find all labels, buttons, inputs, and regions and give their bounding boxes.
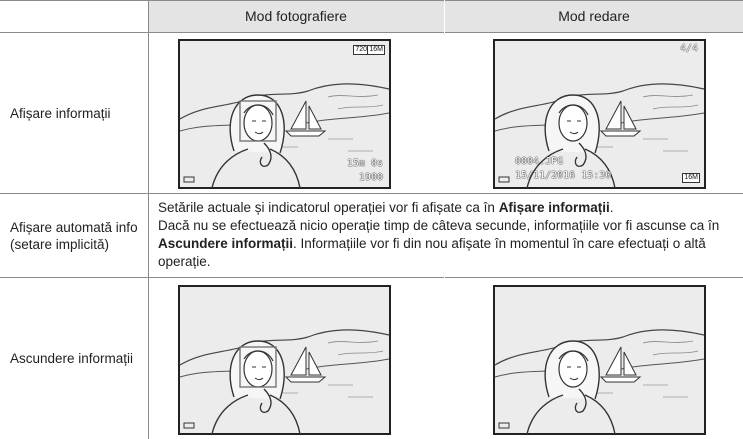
table-border <box>0 277 743 278</box>
description-line: Dacă nu se efectuează nicio operație tim… <box>158 217 738 271</box>
screen-overlay-text: 1900 <box>358 172 383 183</box>
table-border <box>0 32 743 33</box>
label-line: (setare implicită) <box>10 236 110 252</box>
row-label: Ascundere informații <box>0 278 148 439</box>
table-border <box>0 0 743 1</box>
label-text: Afișare automată info (setare implicită) <box>10 219 138 253</box>
camera-screen <box>493 285 706 435</box>
table-border <box>148 0 149 439</box>
screen-overlay-text: 16M <box>367 45 385 55</box>
label-text: Ascundere informații <box>10 350 133 367</box>
column-header: Mod fotografiere <box>148 0 444 32</box>
row-label: Afișare automată info (setare implicită) <box>0 194 148 277</box>
screen-overlay-text: 15/11/2016 15:30 <box>515 170 612 181</box>
table-border <box>0 193 743 194</box>
text: . Informațiile vor fi din nou afișate în… <box>158 236 706 269</box>
text: . <box>609 200 614 215</box>
screen-image <box>178 285 391 435</box>
label-line: Afișare automată info <box>10 219 138 235</box>
table-border <box>444 0 445 193</box>
description-line: Setările actuale și indicatorul operație… <box>158 199 738 217</box>
column-header: Mod redare <box>445 0 743 32</box>
text: Setările actuale și indicatorul operație… <box>158 200 499 215</box>
table-border <box>444 277 445 439</box>
camera-screen: 720 16M 15m 0s 1900 <box>178 39 391 189</box>
bold-text: Afișare informații <box>498 200 610 215</box>
camera-screen: 4/4 0004.JPG 15/11/2016 15:30 16M <box>493 39 706 189</box>
screen-image <box>493 285 706 435</box>
screen-overlay-text: 15m 0s <box>346 158 383 169</box>
text: Dacă nu se efectuează nicio operație tim… <box>158 218 720 233</box>
screen-overlay-text: 16M <box>682 173 700 183</box>
label-line: Afișare informații <box>10 105 111 121</box>
screen-overlay-text: 0004.JPG <box>515 156 564 167</box>
label-line: Ascundere informații <box>10 351 134 366</box>
screen-overlay-text: 4/4 <box>679 43 698 54</box>
camera-screen <box>178 285 391 435</box>
row-label: Afișare informații <box>0 33 148 193</box>
description: Setările actuale și indicatorul operație… <box>158 199 738 271</box>
label-text: Afișare informații <box>10 105 111 122</box>
bold-text: Ascundere informații <box>158 236 294 251</box>
